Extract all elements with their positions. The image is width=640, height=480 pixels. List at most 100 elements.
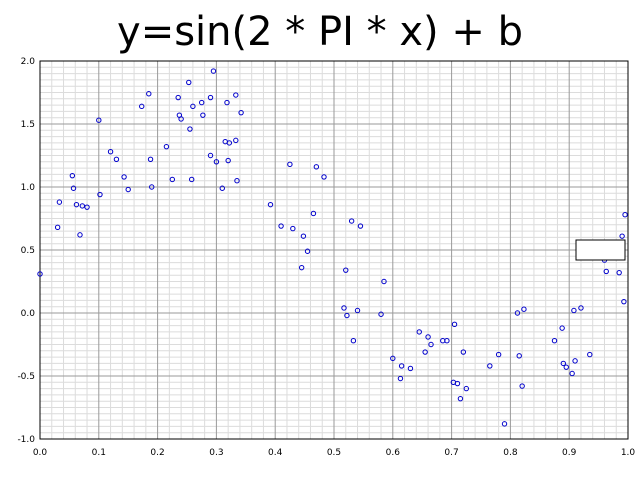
data-point bbox=[521, 306, 527, 312]
data-point bbox=[587, 351, 593, 358]
data-point bbox=[621, 298, 627, 305]
data-point bbox=[501, 421, 508, 427]
x-tick-label: 0.4 bbox=[268, 448, 283, 458]
data-point bbox=[207, 152, 214, 159]
x-tick-label: 0.1 bbox=[92, 448, 106, 458]
data-point bbox=[175, 94, 181, 101]
data-point bbox=[178, 116, 184, 122]
data-point bbox=[603, 268, 609, 275]
data-point bbox=[147, 156, 154, 162]
data-point bbox=[616, 269, 622, 276]
data-point bbox=[300, 233, 307, 239]
x-tick-label: 0.7 bbox=[444, 448, 458, 458]
data-point bbox=[571, 307, 577, 314]
x-tick-label: 0.6 bbox=[386, 448, 401, 458]
y-tick-label: -0.5 bbox=[17, 372, 35, 382]
data-point bbox=[225, 157, 231, 164]
y-tick-label: 1.0 bbox=[21, 183, 36, 193]
data-point bbox=[313, 164, 320, 170]
data-point bbox=[354, 307, 361, 314]
y-axis-ticks: -1.0 -0.5 0.0 0.5 1.0 1.5 2.0 bbox=[17, 57, 35, 445]
data-point bbox=[460, 349, 467, 355]
data-point bbox=[390, 355, 396, 362]
data-point bbox=[226, 140, 233, 146]
chart-title: y=sin(2 * PI * x) + b bbox=[117, 9, 523, 55]
data-point bbox=[234, 178, 240, 184]
data-point bbox=[343, 267, 349, 273]
data-points bbox=[37, 68, 628, 427]
data-point bbox=[189, 176, 195, 183]
data-point bbox=[267, 201, 274, 208]
data-point bbox=[233, 137, 239, 144]
data-point bbox=[56, 199, 63, 205]
data-point bbox=[357, 223, 364, 229]
data-point bbox=[219, 185, 225, 191]
data-point bbox=[516, 353, 522, 359]
x-axis-ticks: 0.0 0.1 0.2 0.3 0.4 0.5 0.6 0.7 0.8 0.9 1.0 bbox=[33, 448, 636, 458]
data-point bbox=[169, 176, 176, 183]
data-point bbox=[233, 92, 239, 98]
x-tick-label: 0.8 bbox=[503, 448, 518, 458]
data-point bbox=[551, 338, 558, 344]
legend-box bbox=[575, 239, 626, 261]
x-tick-label: 0.0 bbox=[33, 448, 48, 458]
data-point bbox=[107, 149, 114, 155]
data-point bbox=[37, 271, 43, 277]
x-tick-label: 0.3 bbox=[209, 448, 223, 458]
data-point bbox=[560, 360, 567, 367]
data-point bbox=[77, 232, 83, 238]
data-point bbox=[238, 109, 244, 116]
data-point bbox=[304, 248, 311, 254]
data-point bbox=[569, 370, 575, 377]
data-point bbox=[224, 99, 230, 106]
data-point bbox=[350, 338, 357, 344]
data-point bbox=[210, 68, 217, 74]
data-point bbox=[121, 174, 127, 180]
data-point bbox=[287, 161, 293, 168]
data-point bbox=[149, 184, 155, 190]
data-point bbox=[139, 103, 145, 110]
data-point bbox=[619, 233, 625, 239]
data-point bbox=[310, 210, 317, 217]
data-point bbox=[97, 191, 103, 198]
data-point bbox=[519, 383, 525, 389]
x-tick-label: 0.9 bbox=[562, 448, 577, 458]
data-point bbox=[578, 305, 584, 311]
data-point bbox=[451, 321, 458, 328]
data-point bbox=[200, 112, 206, 118]
data-point bbox=[444, 338, 450, 344]
data-point bbox=[341, 305, 347, 311]
data-point bbox=[84, 204, 90, 210]
data-point bbox=[199, 99, 205, 106]
data-point bbox=[125, 186, 131, 193]
data-point bbox=[70, 185, 77, 191]
data-point bbox=[416, 329, 422, 335]
y-tick-label: 2.0 bbox=[21, 57, 36, 67]
data-point bbox=[398, 363, 405, 369]
data-point bbox=[96, 117, 102, 123]
x-tick-label: 0.2 bbox=[150, 448, 164, 458]
data-point bbox=[213, 159, 220, 165]
data-point bbox=[454, 380, 461, 387]
data-point bbox=[378, 311, 384, 317]
data-point bbox=[422, 349, 428, 355]
data-point bbox=[207, 94, 214, 101]
y-tick-label: 1.5 bbox=[21, 120, 35, 130]
data-point bbox=[407, 365, 414, 372]
data-point bbox=[487, 363, 493, 369]
data-point bbox=[79, 203, 86, 209]
data-point bbox=[344, 312, 350, 319]
data-point bbox=[495, 351, 502, 358]
data-point bbox=[298, 264, 305, 271]
data-point bbox=[113, 156, 120, 162]
data-point bbox=[54, 224, 61, 231]
data-point bbox=[563, 364, 569, 370]
data-point bbox=[186, 79, 192, 86]
data-point bbox=[457, 395, 464, 402]
data-point bbox=[622, 212, 628, 218]
data-point bbox=[572, 358, 578, 364]
data-point bbox=[463, 385, 469, 392]
data-point bbox=[321, 174, 327, 180]
data-point bbox=[559, 325, 565, 331]
